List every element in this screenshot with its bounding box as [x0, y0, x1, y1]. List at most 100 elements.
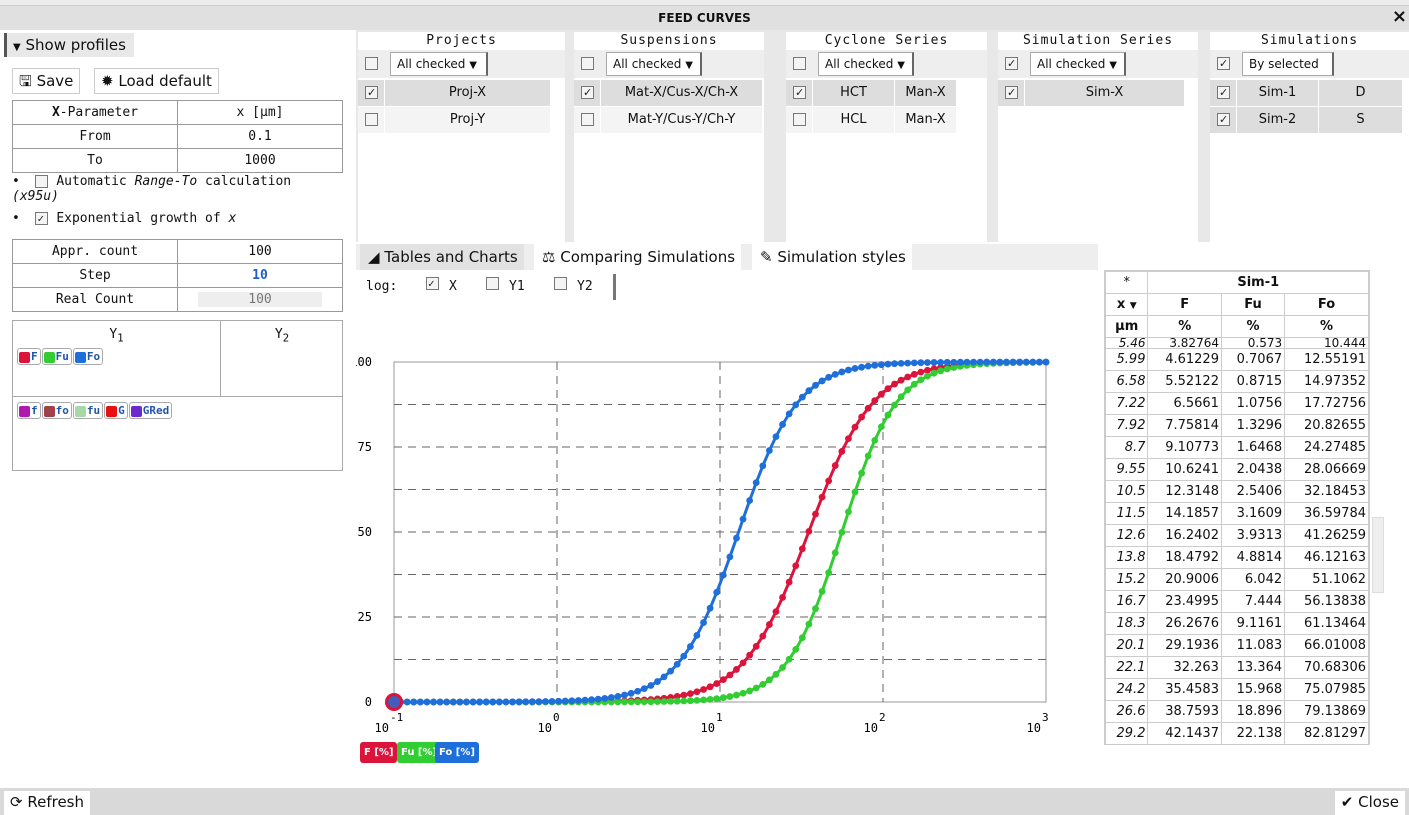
data-point[interactable]: [700, 619, 707, 626]
data-point[interactable]: [673, 692, 681, 700]
row-checkbox[interactable]: [581, 86, 594, 99]
data-point[interactable]: [640, 685, 648, 693]
data-point[interactable]: [910, 359, 918, 367]
projects-filter-dropdown[interactable]: All checked ▼: [390, 52, 488, 76]
data-point[interactable]: [726, 671, 734, 679]
data-point[interactable]: [904, 373, 912, 381]
data-point[interactable]: [871, 436, 879, 444]
data-point[interactable]: [772, 433, 780, 441]
data-point[interactable]: [871, 361, 879, 369]
data-point[interactable]: [403, 698, 411, 706]
data-point[interactable]: [621, 691, 628, 699]
param-tag-fo[interactable]: fo: [41, 402, 72, 419]
panel-row[interactable]: Sim-2S: [1210, 107, 1402, 133]
suspensions-filter-dropdown[interactable]: All checked ▼: [606, 52, 702, 76]
param-tag-fu[interactable]: Fu: [41, 348, 72, 365]
save-button[interactable]: 🖫 Save: [12, 68, 81, 94]
data-point[interactable]: [937, 358, 945, 366]
data-point[interactable]: [739, 659, 747, 667]
to-field[interactable]: 1000: [177, 148, 343, 173]
data-point[interactable]: [495, 698, 503, 706]
data-point[interactable]: [891, 401, 898, 409]
row-checkbox[interactable]: [365, 86, 378, 99]
panel-row[interactable]: Proj-X: [358, 80, 550, 106]
data-point[interactable]: [983, 358, 991, 366]
data-point[interactable]: [1003, 358, 1010, 366]
tab-styles[interactable]: ✎ Simulation styles: [752, 244, 912, 270]
row-checkbox[interactable]: [365, 113, 378, 126]
param-tag-f[interactable]: f: [17, 402, 41, 419]
data-point[interactable]: [746, 651, 754, 659]
data-point[interactable]: [733, 666, 740, 673]
data-point[interactable]: [877, 423, 885, 431]
legend-item[interactable]: Fu [%]: [397, 742, 442, 763]
row-checkbox[interactable]: [793, 113, 806, 126]
projects-check-all[interactable]: [365, 57, 378, 70]
data-point[interactable]: [607, 694, 615, 701]
data-point[interactable]: [463, 698, 470, 706]
data-point[interactable]: [752, 684, 760, 692]
data-point[interactable]: [706, 695, 714, 703]
data-point[interactable]: [937, 367, 945, 375]
data-point[interactable]: [798, 393, 806, 401]
data-point[interactable]: [739, 515, 747, 523]
data-point[interactable]: [976, 358, 984, 366]
exp-growth-checkbox[interactable]: [35, 212, 49, 225]
show-profiles-toggle[interactable]: ▼ Show profiles: [4, 33, 134, 57]
data-point[interactable]: [851, 488, 859, 496]
data-point[interactable]: [660, 673, 668, 681]
data-point[interactable]: [456, 698, 464, 706]
data-point[interactable]: [765, 621, 773, 628]
data-point[interactable]: [594, 695, 602, 703]
data-point[interactable]: [713, 695, 721, 703]
data-point[interactable]: [430, 698, 437, 706]
log-x-checkbox[interactable]: [426, 277, 439, 290]
panel-row[interactable]: Sim-X: [998, 80, 1184, 106]
data-point[interactable]: [654, 698, 661, 706]
data-point[interactable]: [924, 372, 931, 380]
data-point[interactable]: [436, 698, 444, 706]
data-point[interactable]: [1029, 358, 1037, 366]
data-point[interactable]: [910, 380, 918, 388]
load-default-button[interactable]: ✹ Load default: [94, 68, 219, 94]
data-point[interactable]: [528, 698, 536, 706]
data-point[interactable]: [845, 508, 852, 516]
row-checkbox[interactable]: [581, 113, 594, 126]
param-tag-gred[interactable]: GRed: [128, 402, 173, 419]
data-point[interactable]: [726, 553, 734, 561]
legend-item[interactable]: F [%]: [360, 742, 398, 763]
data-point[interactable]: [831, 549, 839, 557]
data-point[interactable]: [917, 368, 925, 376]
data-point[interactable]: [805, 528, 813, 535]
data-point[interactable]: [489, 698, 497, 706]
data-point[interactable]: [647, 682, 655, 689]
simseries-filter-dropdown[interactable]: All checked ▼: [1030, 52, 1126, 76]
data-point[interactable]: [581, 696, 589, 704]
data-point[interactable]: [864, 452, 872, 460]
data-point[interactable]: [924, 366, 931, 374]
data-point[interactable]: [410, 698, 418, 706]
data-point[interactable]: [634, 687, 642, 695]
data-point[interactable]: [917, 376, 925, 384]
data-point[interactable]: [667, 667, 675, 675]
data-point[interactable]: [845, 435, 852, 443]
data-point[interactable]: [522, 698, 530, 706]
simulations-check-all[interactable]: [1217, 57, 1230, 70]
data-point[interactable]: [1009, 358, 1017, 366]
data-point[interactable]: [759, 680, 767, 688]
data-point[interactable]: [792, 645, 800, 653]
data-point[interactable]: [673, 697, 681, 705]
data-point[interactable]: [996, 358, 1004, 366]
data-point[interactable]: [858, 469, 865, 477]
data-point[interactable]: [910, 370, 918, 378]
data-point[interactable]: [779, 664, 786, 671]
x-parameter-unit[interactable]: x [µm]: [177, 100, 343, 125]
data-point[interactable]: [542, 698, 549, 705]
data-point[interactable]: [851, 423, 859, 431]
data-point[interactable]: [858, 363, 865, 371]
data-point[interactable]: [818, 588, 826, 595]
data-point[interactable]: [877, 390, 885, 398]
data-point[interactable]: [765, 676, 773, 684]
data-point[interactable]: [845, 366, 852, 374]
data-point[interactable]: [825, 477, 833, 485]
